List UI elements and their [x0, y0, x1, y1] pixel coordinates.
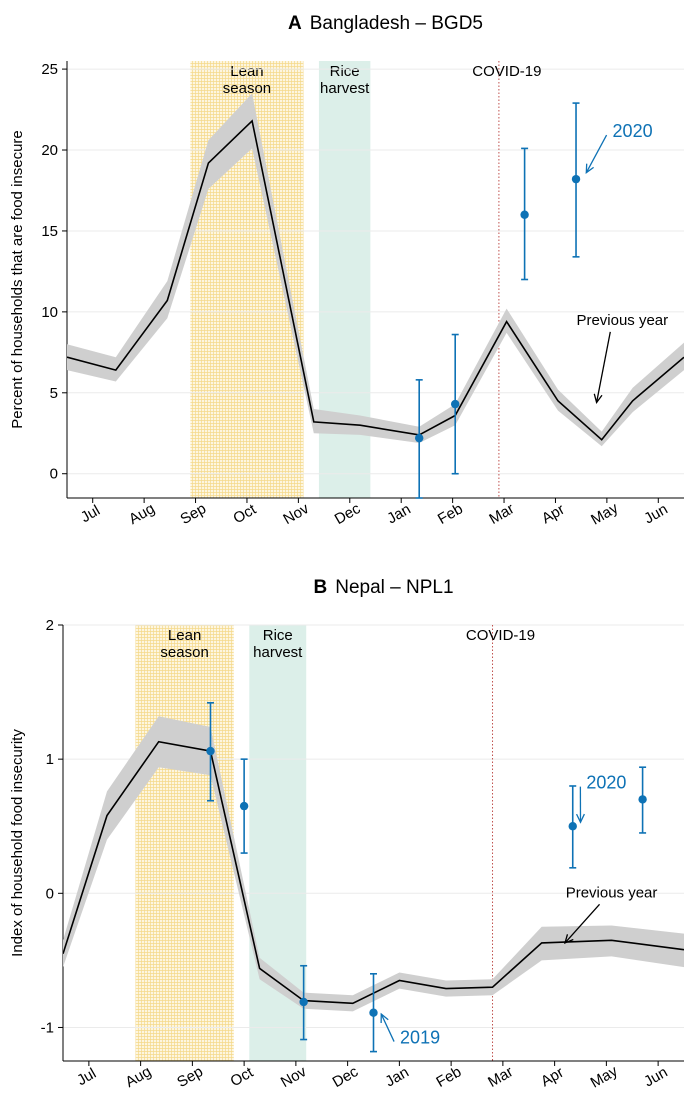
- previous-year-line: [63, 740, 684, 1005]
- series-2020-point: [450, 399, 460, 409]
- annotation-previous-year: Previous year: [566, 884, 658, 901]
- annotation-arrow-head: [575, 813, 585, 824]
- series-2020-point: [638, 795, 647, 804]
- y-tick-label: 15: [41, 223, 58, 240]
- series-2020-point: [568, 822, 577, 831]
- y-tick-label: -1: [41, 1019, 54, 1036]
- x-tick-label: Aug: [123, 1063, 155, 1091]
- plot-area: [67, 93, 684, 447]
- x-tick-label: Sep: [177, 500, 209, 528]
- x-tick-label: Oct: [230, 500, 259, 527]
- panel-b-nepal: B Nepal – NPL1 Lean season Rice harvest COVID-…: [0, 547, 684, 1094]
- x-tick-label: Jan: [384, 501, 413, 528]
- y-tick-label: 20: [41, 142, 58, 159]
- x-tick-label: Feb: [433, 1063, 464, 1091]
- lean-season-label: Lean season: [160, 627, 208, 661]
- annotation-arrow-head: [380, 1012, 389, 1024]
- rice-harvest-label: Rice harvest: [253, 627, 303, 661]
- x-tick-label: Apr: [538, 1064, 567, 1090]
- x-tick-label: Mar: [485, 1063, 516, 1091]
- x-tick-label: Jul: [74, 1065, 99, 1089]
- x-tick-label: Mar: [486, 500, 517, 528]
- y-tick-label: 0: [50, 466, 58, 483]
- x-tick-label: Jun: [641, 1064, 670, 1091]
- previous-year-ci-band: [63, 716, 684, 1012]
- x-tick-label: Jan: [382, 1064, 411, 1091]
- x-tick-label: Jun: [641, 501, 670, 528]
- covid-label: COVID-19: [472, 63, 541, 80]
- y-tick-label: 2: [46, 617, 54, 634]
- x-tick-label: Nov: [278, 1063, 310, 1091]
- x-tick-label: Apr: [539, 501, 568, 527]
- y-tick-label: 10: [41, 304, 58, 321]
- chart-nepal: B Nepal – NPL1 Lean season Rice harvest COVID-…: [9, 577, 684, 1092]
- previous-year-line: [67, 119, 684, 441]
- label-word: season: [160, 644, 208, 661]
- y-tick-label: 5: [50, 385, 58, 402]
- chart-title: B Nepal – NPL1: [313, 577, 453, 598]
- series-2019-point: [369, 1008, 378, 1017]
- annotation-arrow-head: [563, 934, 574, 945]
- rice-harvest-label: Rice harvest: [320, 63, 370, 97]
- annotation-arrow-head: [593, 393, 603, 404]
- x-tick-label: Feb: [435, 500, 466, 528]
- label-word: season: [223, 80, 271, 97]
- x-tick-label: Dec: [332, 500, 364, 528]
- covid-label: COVID-19: [466, 627, 535, 644]
- label-word: Rice: [330, 63, 360, 80]
- title-text: Bangladesh – BGD5: [310, 13, 483, 34]
- annotation-previous-year: Previous year: [576, 312, 668, 329]
- series-2019-point: [299, 997, 308, 1007]
- panel-letter: B: [313, 577, 327, 598]
- label-word: Rice: [263, 627, 293, 644]
- series-2020-point: [206, 746, 215, 756]
- x-tick-label: Aug: [126, 500, 158, 528]
- x-tick-label: Jul: [78, 502, 103, 526]
- annotation-2020: 2020: [613, 121, 653, 141]
- annotation-arrow-shaft: [564, 903, 601, 944]
- label-word: harvest: [253, 644, 303, 661]
- x-tick-label: May: [588, 1062, 621, 1091]
- x-tick-label: Nov: [280, 500, 312, 528]
- label-word: harvest: [320, 80, 370, 97]
- y-tick-label: 1: [46, 751, 54, 768]
- x-tick-label: Dec: [330, 1063, 362, 1091]
- label-word: Lean: [168, 627, 201, 644]
- annotation-arrow-head: [585, 163, 594, 174]
- series-2020-point: [520, 210, 529, 219]
- label-word: Lean: [230, 63, 263, 80]
- annotation-2019: 2019: [400, 1028, 440, 1048]
- x-tick-label: Oct: [228, 1063, 257, 1090]
- series-2020-point: [415, 433, 424, 443]
- annotation-arrow-shaft: [595, 331, 611, 403]
- chart-bangladesh: A Bangladesh – BGD5 Lean season Rice harvest C…: [9, 13, 684, 529]
- x-tick-label: May: [588, 499, 621, 528]
- title-text: Nepal – NPL1: [335, 577, 453, 598]
- series-2020-point: [239, 801, 249, 811]
- panel-a-bangladesh: A Bangladesh – BGD5 Lean season Rice harvest C…: [9, 13, 684, 529]
- chart-title: A Bangladesh – BGD5: [288, 13, 483, 34]
- y-tick-label: 25: [41, 61, 58, 78]
- y-axis-label: Index of household food insecurity: [9, 729, 26, 957]
- plot-area: [63, 716, 684, 1012]
- x-tick-label: Sep: [174, 1063, 206, 1091]
- annotation-arrow-shaft: [380, 1013, 395, 1042]
- series-2020-point: [571, 174, 581, 184]
- panel-letter: A: [288, 13, 302, 34]
- lean-season-label: Lean season: [223, 63, 271, 97]
- y-tick-label: 0: [46, 885, 54, 902]
- y-axis-label: Percent of households that are food inse…: [9, 130, 26, 429]
- annotation-2020: 2020: [586, 773, 626, 793]
- annotation-arrow-shaft: [585, 134, 608, 173]
- lean-season-band: [135, 625, 234, 1061]
